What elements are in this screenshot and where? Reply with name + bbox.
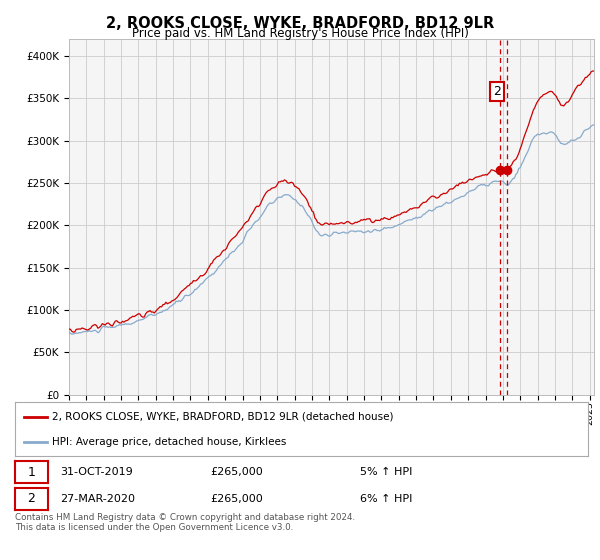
Text: 27-MAR-2020: 27-MAR-2020 [60,494,135,504]
Text: Price paid vs. HM Land Registry's House Price Index (HPI): Price paid vs. HM Land Registry's House … [131,27,469,40]
Text: £265,000: £265,000 [210,494,263,504]
Text: HPI: Average price, detached house, Kirklees: HPI: Average price, detached house, Kirk… [52,437,287,447]
Text: 2, ROOKS CLOSE, WYKE, BRADFORD, BD12 9LR: 2, ROOKS CLOSE, WYKE, BRADFORD, BD12 9LR [106,16,494,31]
Text: Contains HM Land Registry data © Crown copyright and database right 2024.
This d: Contains HM Land Registry data © Crown c… [15,513,355,533]
Text: 2: 2 [28,492,35,506]
Text: 5% ↑ HPI: 5% ↑ HPI [360,467,412,477]
Text: 1: 1 [28,465,35,479]
Text: 2, ROOKS CLOSE, WYKE, BRADFORD, BD12 9LR (detached house): 2, ROOKS CLOSE, WYKE, BRADFORD, BD12 9LR… [52,412,394,422]
Text: £265,000: £265,000 [210,467,263,477]
Text: 2: 2 [493,85,501,98]
Text: 31-OCT-2019: 31-OCT-2019 [60,467,133,477]
Text: 6% ↑ HPI: 6% ↑ HPI [360,494,412,504]
